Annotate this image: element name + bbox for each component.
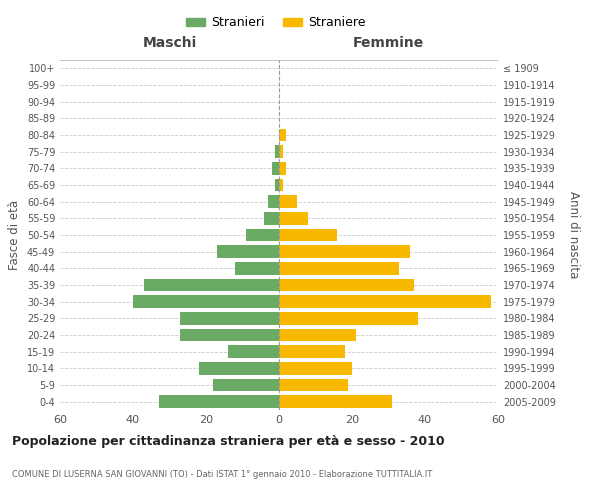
Bar: [214, 379, 279, 391]
Bar: [275, 146, 279, 158]
Bar: [279, 129, 286, 141]
Bar: [279, 229, 337, 241]
Bar: [272, 162, 279, 174]
Bar: [279, 146, 283, 158]
Text: COMUNE DI LUSERNA SAN GIOVANNI (TO) - Dati ISTAT 1° gennaio 2010 - Elaborazione : COMUNE DI LUSERNA SAN GIOVANNI (TO) - Da…: [12, 470, 432, 479]
Bar: [279, 279, 414, 291]
Text: Femmine: Femmine: [353, 36, 424, 50]
Bar: [279, 379, 349, 391]
Bar: [246, 229, 279, 241]
Bar: [199, 362, 279, 374]
Bar: [279, 262, 400, 274]
Bar: [181, 312, 279, 324]
Bar: [279, 329, 356, 341]
Bar: [279, 196, 297, 208]
Bar: [279, 179, 283, 192]
Y-axis label: Fasce di età: Fasce di età: [8, 200, 21, 270]
Bar: [228, 346, 279, 358]
Bar: [279, 162, 286, 174]
Bar: [133, 296, 279, 308]
Text: Maschi: Maschi: [142, 36, 197, 50]
Bar: [217, 246, 279, 258]
Bar: [158, 396, 279, 408]
Text: Popolazione per cittadinanza straniera per età e sesso - 2010: Popolazione per cittadinanza straniera p…: [12, 435, 445, 448]
Bar: [279, 396, 392, 408]
Bar: [235, 262, 279, 274]
Bar: [279, 312, 418, 324]
Bar: [279, 346, 344, 358]
Bar: [279, 296, 491, 308]
Bar: [268, 196, 279, 208]
Bar: [144, 279, 279, 291]
Bar: [279, 212, 308, 224]
Bar: [275, 179, 279, 192]
Legend: Stranieri, Straniere: Stranieri, Straniere: [181, 11, 371, 34]
Bar: [181, 329, 279, 341]
Y-axis label: Anni di nascita: Anni di nascita: [567, 192, 580, 278]
Bar: [279, 362, 352, 374]
Bar: [279, 246, 410, 258]
Bar: [265, 212, 279, 224]
